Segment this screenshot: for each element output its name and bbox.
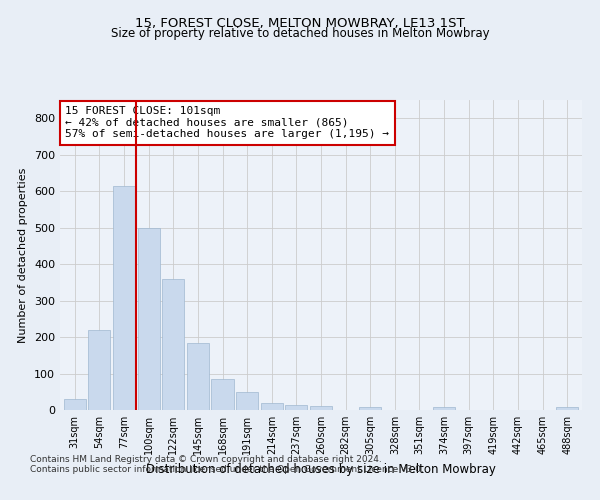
Bar — [64, 399, 86, 410]
Bar — [260, 402, 283, 410]
Bar — [359, 407, 382, 410]
Text: 15 FOREST CLOSE: 101sqm
← 42% of detached houses are smaller (865)
57% of semi-d: 15 FOREST CLOSE: 101sqm ← 42% of detache… — [65, 106, 389, 140]
Bar — [433, 407, 455, 410]
Bar — [113, 186, 135, 410]
Text: Size of property relative to detached houses in Melton Mowbray: Size of property relative to detached ho… — [110, 28, 490, 40]
Bar — [137, 228, 160, 410]
Bar — [310, 406, 332, 410]
Y-axis label: Number of detached properties: Number of detached properties — [19, 168, 28, 342]
Bar — [88, 330, 110, 410]
Text: Contains public sector information licensed under the Open Government Licence v3: Contains public sector information licen… — [30, 466, 424, 474]
Bar — [187, 342, 209, 410]
Bar — [556, 407, 578, 410]
Text: Contains HM Land Registry data © Crown copyright and database right 2024.: Contains HM Land Registry data © Crown c… — [30, 456, 382, 464]
Bar — [162, 280, 184, 410]
Bar — [285, 406, 307, 410]
Text: 15, FOREST CLOSE, MELTON MOWBRAY, LE13 1ST: 15, FOREST CLOSE, MELTON MOWBRAY, LE13 1… — [135, 18, 465, 30]
Bar — [236, 392, 258, 410]
X-axis label: Distribution of detached houses by size in Melton Mowbray: Distribution of detached houses by size … — [146, 462, 496, 475]
Bar — [211, 379, 233, 410]
